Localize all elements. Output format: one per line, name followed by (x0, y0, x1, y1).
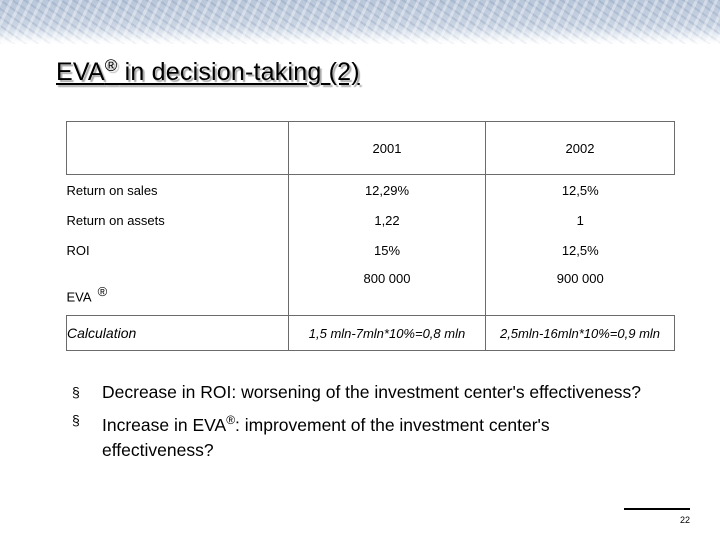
registered-mark: ® (97, 283, 108, 299)
bullet-text-post: : improvement of the investment center's… (102, 414, 550, 460)
cell-2001: 12,29% (288, 174, 486, 205)
row-label: Return on sales (66, 182, 158, 198)
cell-2001: 1,22 (288, 205, 486, 235)
cell-2002: 900 000 (485, 265, 675, 316)
bullet-text: Decrease in ROI: worsening of the invest… (102, 382, 641, 402)
row-label: ROI (66, 242, 90, 258)
bullet-list: § Decrease in ROI: worsening of the inve… (72, 380, 662, 466)
row-label: Calculation (66, 315, 289, 351)
bullet-icon: § (72, 412, 80, 428)
row-label: Return on assets (66, 212, 165, 228)
cell-2002: 12,5% (485, 174, 675, 205)
registered-mark: ® (104, 56, 118, 75)
bullet-text: Increase in EVA®: improvement of the inv… (102, 413, 550, 460)
header-cell-2001: 2001 (288, 121, 486, 175)
table-header-row: 2001 2002 (66, 121, 675, 175)
table-row-calculation: Calculation 1,5 mln-7mln*10%=0,8 mln 2,5… (66, 315, 675, 351)
bullet-icon: § (72, 384, 80, 400)
page-number: 22 (624, 508, 690, 525)
table-row-return-on-sales: Return on sales 12,29% 12,5% (66, 174, 675, 205)
cell-2002: 1 (485, 205, 675, 235)
slide-title: EVA® in decision-taking (2) (56, 56, 360, 87)
cell-2001: 15% (288, 235, 486, 265)
row-label: EVA ® (67, 265, 289, 316)
eva-label: EVA (66, 289, 92, 305)
table-row-roi: ROI 15% 12,5% (67, 235, 675, 265)
cell-2001: 800 000 (288, 265, 486, 316)
list-item: § Decrease in ROI: worsening of the inve… (72, 380, 662, 405)
registered-mark: ® (226, 413, 236, 427)
table-row-return-on-assets: Return on assets 1,22 1 (67, 205, 675, 235)
bullet-text-pre: Increase in EVA (102, 414, 227, 435)
cell-2002: 12,5% (485, 235, 675, 265)
header-cell-blank (66, 121, 289, 175)
title-rest: in decision-taking (2) (117, 58, 360, 86)
header-fade (0, 30, 720, 52)
comparison-table: 2001 2002 Return on sales 12,29% 12,5% R… (66, 121, 675, 351)
header-cell-2002: 2002 (485, 121, 675, 175)
list-item: § Increase in EVA®: improvement of the i… (72, 408, 662, 463)
cell-2002: 2,5mln-16mln*10%=0,9 mln (485, 315, 675, 351)
title-text: EVA (56, 58, 105, 86)
table-row-eva: EVA ® 800 000 900 000 (67, 265, 675, 316)
cell-2001: 1,5 mln-7mln*10%=0,8 mln (288, 315, 486, 351)
